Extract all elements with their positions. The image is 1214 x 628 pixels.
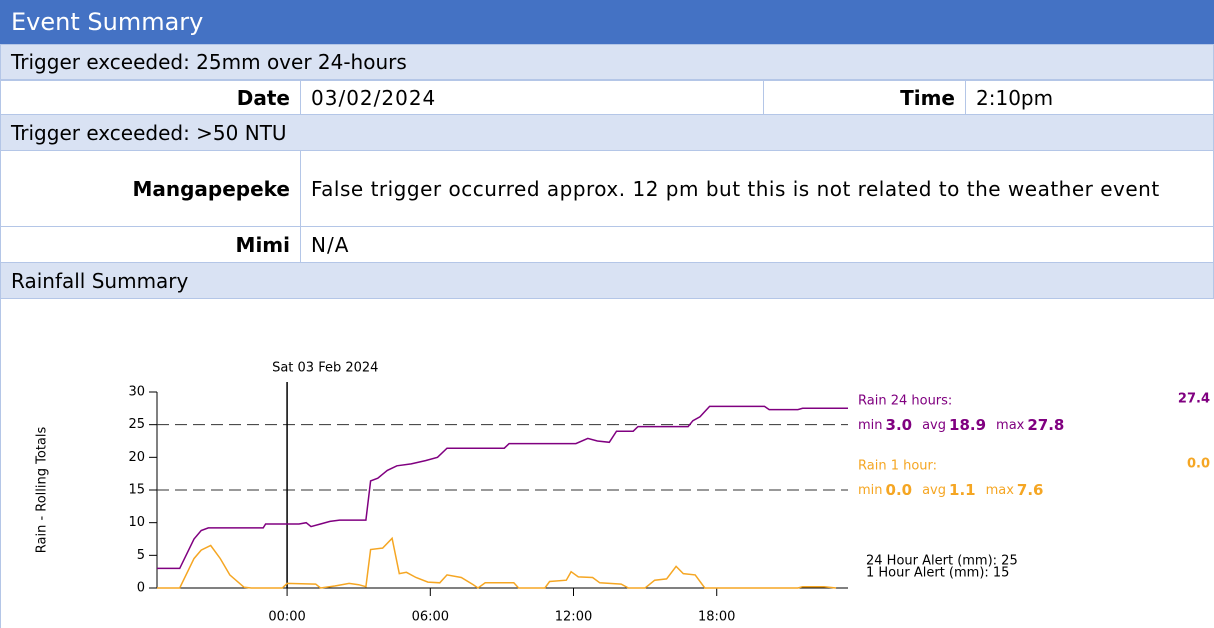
y-tick-label: 5 <box>137 548 145 563</box>
chart: Rain - Rolling Totals 0 5 10 15 20 25 30 00:00 06… <box>35 361 1211 625</box>
section-title: Rainfall Summary <box>0 262 1214 299</box>
stat-name: max <box>986 483 1015 498</box>
stat-name: max <box>996 418 1025 433</box>
stat-name: avg <box>922 483 946 498</box>
stat-name: min <box>858 418 883 433</box>
site-name: Mangapepeke <box>0 150 301 227</box>
x-tick-label: 12:00 <box>555 610 592 625</box>
legend-current: 0.0 <box>1187 457 1210 472</box>
stat-name: avg <box>922 418 946 433</box>
y-tick-label: 25 <box>128 417 145 432</box>
stat-value: 3.0 <box>886 416 913 434</box>
x-tick-label: 00:00 <box>268 610 305 625</box>
legend-name: Rain 1 hour: <box>858 459 937 474</box>
legend-name: Rain 24 hours: <box>858 394 952 409</box>
stat-name: min <box>858 483 883 498</box>
x-tick-label: 06:00 <box>412 610 449 625</box>
border <box>0 298 1 628</box>
legend-current: 27.4 <box>1178 392 1210 407</box>
time-label: Time <box>763 80 966 115</box>
y-axis-label: Rain - Rolling Totals <box>35 427 50 554</box>
legend-stats: min 0.0 avg 1.1 max 7.6 <box>858 481 1044 499</box>
alert-label: 24 Hour Alert (mm): 25 <box>866 554 1018 569</box>
date: 03/02/2024 <box>300 80 764 115</box>
y-tick-label: 0 <box>137 581 145 596</box>
section-title: Trigger exceeded: 25mm over 24-hours <box>0 44 1214 80</box>
y-tick-label: 20 <box>128 450 145 465</box>
site-name: Mimi <box>0 226 301 263</box>
stat-value: 1.1 <box>949 481 976 499</box>
series-line <box>157 536 837 589</box>
series-line <box>157 405 848 570</box>
day-label: Sat 03 Feb 2024 <box>272 361 378 376</box>
alert-label: 1 Hour Alert (mm): 15 <box>866 566 1009 581</box>
y-tick-label: 10 <box>128 515 145 530</box>
time: 2:10pm <box>965 80 1214 115</box>
site-note: N/A <box>300 226 1214 263</box>
stat-value: 7.6 <box>1017 481 1044 499</box>
stat-value: 18.9 <box>949 416 986 434</box>
stat-value: 0.0 <box>886 481 913 499</box>
x-tick-label: 18:00 <box>698 610 735 625</box>
stat-value: 27.8 <box>1027 416 1064 434</box>
header: Event Summary <box>0 0 1214 44</box>
date-label: Date <box>0 80 301 115</box>
legend-stats: min 3.0 avg 18.9 max 27.8 <box>858 416 1064 434</box>
y-tick-label: 15 <box>128 483 145 498</box>
y-tick-label: 30 <box>128 385 145 400</box>
site-note: False trigger occurred approx. 12 pm but… <box>300 150 1214 227</box>
section-title: Trigger exceeded: >50 NTU <box>0 114 1214 151</box>
